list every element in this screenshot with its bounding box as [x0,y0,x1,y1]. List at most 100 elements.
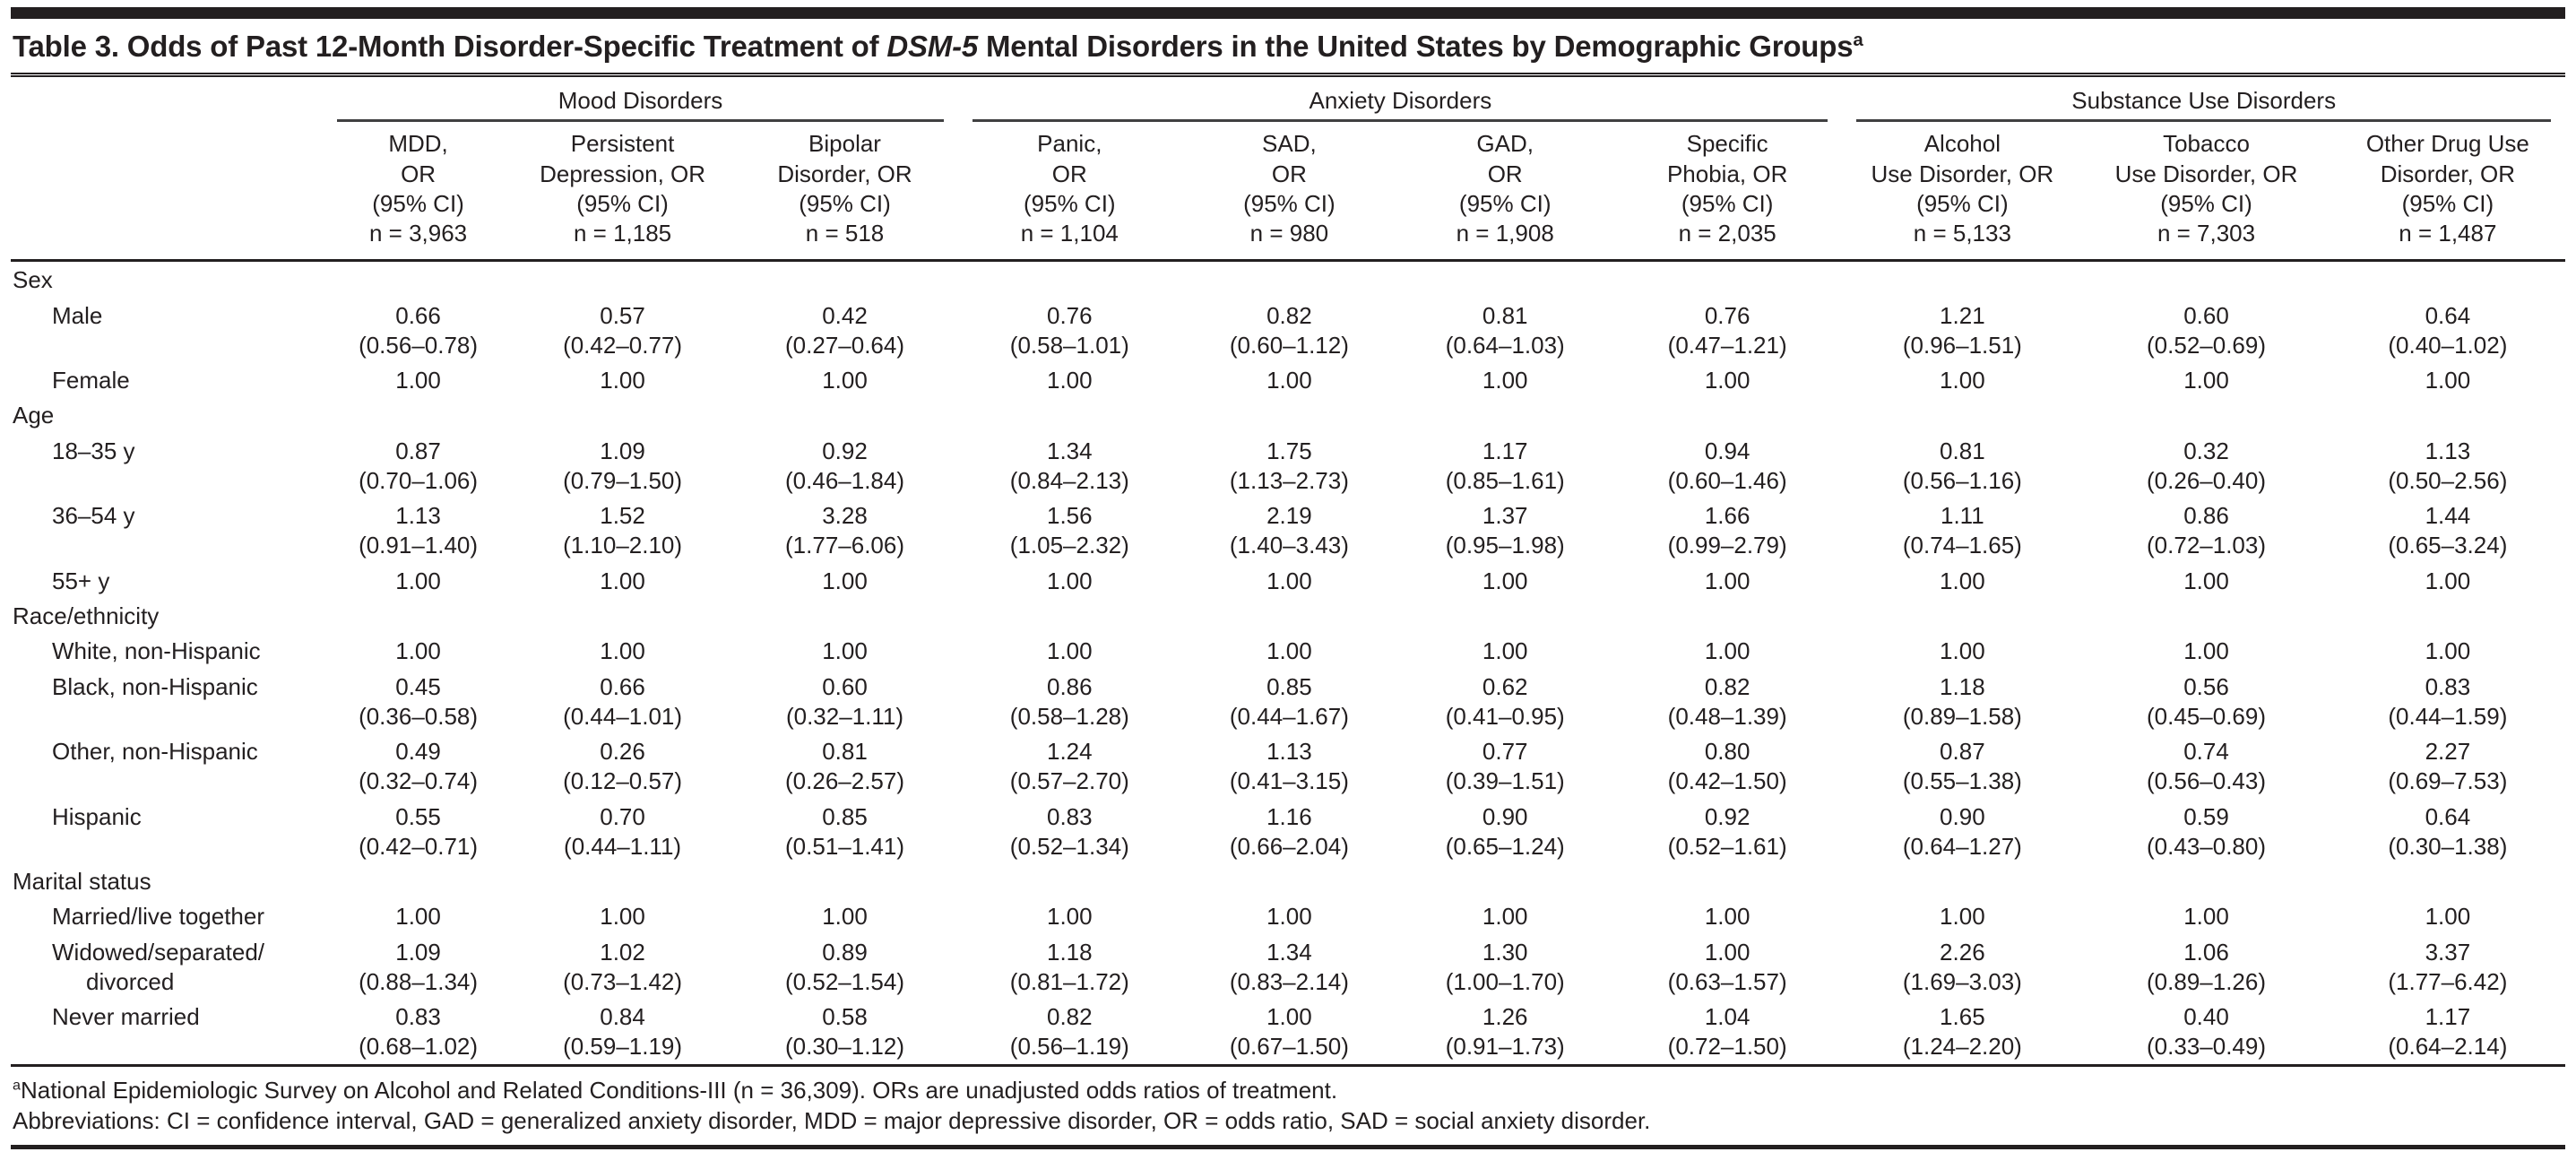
or-value: 0.66 [395,301,441,329]
or-ci-cell: 1.00 [1612,633,1843,668]
row-label-line: White, non-Hispanic [52,637,261,665]
or-ci-cell: 1.75 (1.13–2.73) [1180,433,1397,498]
or-value: 1.00 [1940,637,1985,665]
title-footnote-marker: a [1853,30,1863,50]
or-ci-cell: 1.04 (0.72–1.50) [1612,999,1843,1065]
or-value: 3.28 [822,502,868,530]
or-ci-cell: 1.00 [514,362,730,397]
row-label-line: Married/live together [52,903,264,931]
or-value: 0.56 [2183,672,2229,700]
ci-value: (0.39–1.51) [1445,767,1565,795]
or-ci-cell: 1.00 [731,563,959,598]
or-value: 1.00 [600,637,645,665]
or-ci-cell: 0.81 (0.26–2.57) [731,733,959,799]
or-ci-cell: 1.00 [323,633,514,668]
or-ci-cell: 1.17 (0.85–1.61) [1398,433,1612,498]
or-value: 0.82 [1266,301,1312,329]
column-header-line: n = 1,487 [2399,220,2497,247]
or-ci-cell: 0.76 (0.47–1.21) [1612,298,1843,363]
column-header-line: n = 5,133 [1913,220,2011,247]
or-value: 1.24 [1046,738,1093,766]
or-value: 1.00 [2425,567,2471,594]
or-ci-cell: 0.64 (0.40–1.02) [2330,298,2565,363]
ci-value: (0.72–1.50) [1667,1033,1787,1061]
ci-value: (1.05–2.32) [1009,532,1129,559]
ci-value: (0.60–1.12) [1229,331,1349,359]
or-ci-cell: 1.00 [2082,898,2330,933]
row-label-line: 55+ y [52,567,110,594]
or-value: 1.04 [1704,1003,1750,1031]
ci-value: (0.65–3.24) [2388,532,2508,559]
column-header-line: OR [1051,160,1087,187]
ci-value: (0.44–1.67) [1229,702,1349,730]
ci-value: (0.27–0.64) [785,331,904,359]
or-value: 1.09 [600,437,645,464]
column-header-line: n = 2,035 [1678,220,1776,247]
or-value: 1.00 [395,903,441,931]
section-row-sex: Sex [11,261,2565,298]
or-value: 1.00 [1266,367,1312,394]
row-label-line: Widowed/separated/ [52,938,265,966]
column-header-line: n = 1,185 [573,220,672,247]
or-value: 1.00 [2183,637,2229,665]
or-value: 1.00 [1266,637,1312,665]
or-value: 1.00 [822,637,868,665]
stub-header-spacer [11,77,323,122]
or-ci-cell: 1.00 [514,633,730,668]
column-header-line: OR [401,160,437,187]
data-row-white-non-hispanic: White, non-Hispanic 1.00 1.00 1.00 1.00 1.00 1… [11,633,2565,668]
data-row-widowed-separated: Widowed/separated/divorced 1.09 (0.88–1.34… [11,934,2565,1000]
title-text-suffix: Mental Disorders in the United States by… [978,30,1854,63]
or-ci-cell: 0.90 (0.65–1.24) [1398,799,1612,864]
or-ci-cell: 1.00 [958,362,1180,397]
or-value: 1.44 [2425,502,2471,530]
column-header-line: Depression, OR [540,160,706,187]
or-ci-cell: 1.00 [323,898,514,933]
or-value: 0.86 [1046,672,1093,700]
section-row-age: Age [11,397,2565,432]
ci-value: (1.69–3.03) [1902,967,2022,995]
ci-value: (0.63–1.57) [1667,967,1787,995]
data-row-18-35-y: 18–35 y 0.87 (0.70–1.06) 1.09 (0.79–1.50) 0.9… [11,433,2565,498]
or-ci-cell: 1.00 [2330,633,2565,668]
section-label: Age [13,402,55,429]
ci-value: (0.56–1.16) [1902,466,2022,494]
row-label-line: Black, non-Hispanic [52,672,258,700]
ci-value: (0.66–2.04) [1229,832,1349,860]
ci-value: (0.44–1.01) [563,702,683,730]
or-ci-cell: 1.00 [1612,563,1843,598]
ci-value: (0.96–1.51) [1902,331,2022,359]
or-ci-cell: 0.26 (0.12–0.57) [514,733,730,799]
or-ci-cell: 0.40 (0.33–0.49) [2082,999,2330,1065]
or-value: 0.58 [822,1003,868,1031]
data-row-female: Female 1.00 1.00 1.00 1.00 1.00 1.00 1.00 1.00 1.… [11,362,2565,397]
or-value: 0.85 [822,802,868,830]
or-ci-cell: 1.00 [1842,898,2082,933]
or-value: 1.00 [1046,567,1093,594]
data-row-never-married: Never married 0.83 (0.68–1.02) 0.84 (0.59–1.… [11,999,2565,1065]
top-rule [11,7,2565,19]
footnote-abbreviations-text: Abbreviations: CI = confidence interval,… [13,1106,1651,1134]
or-ci-cell: 0.92 (0.52–1.61) [1612,799,1843,864]
ci-value: (1.77–6.42) [2388,967,2508,995]
or-value: 0.55 [395,802,441,830]
row-label: Married/live together [11,898,323,933]
column-header-tobacco: Tobacco Use Disorder, OR (95% CI) n = 7,303 [2082,122,2330,263]
or-value: 1.00 [2183,567,2229,594]
or-ci-cell: 1.00 [1842,633,2082,668]
ci-value: (0.58–1.28) [1009,702,1129,730]
or-ci-cell: 0.58 (0.30–1.12) [731,999,959,1065]
or-value: 0.89 [822,938,868,966]
ci-value: (0.89–1.26) [2147,967,2266,995]
or-value: 1.00 [600,367,645,394]
column-header-line: (95% CI) [372,189,464,217]
or-value: 0.80 [1704,738,1750,766]
or-value: 1.00 [1482,903,1528,931]
or-value: 0.74 [2183,738,2229,766]
column-header-line: MDD, [388,130,448,158]
or-ci-cell: 1.11 (0.74–1.65) [1842,498,2082,563]
or-value: 1.66 [1704,502,1750,530]
or-ci-cell: 0.60 (0.32–1.11) [731,669,959,734]
column-header-specific: Specific Phobia, OR (95% CI) n = 2,035 [1612,122,1843,263]
